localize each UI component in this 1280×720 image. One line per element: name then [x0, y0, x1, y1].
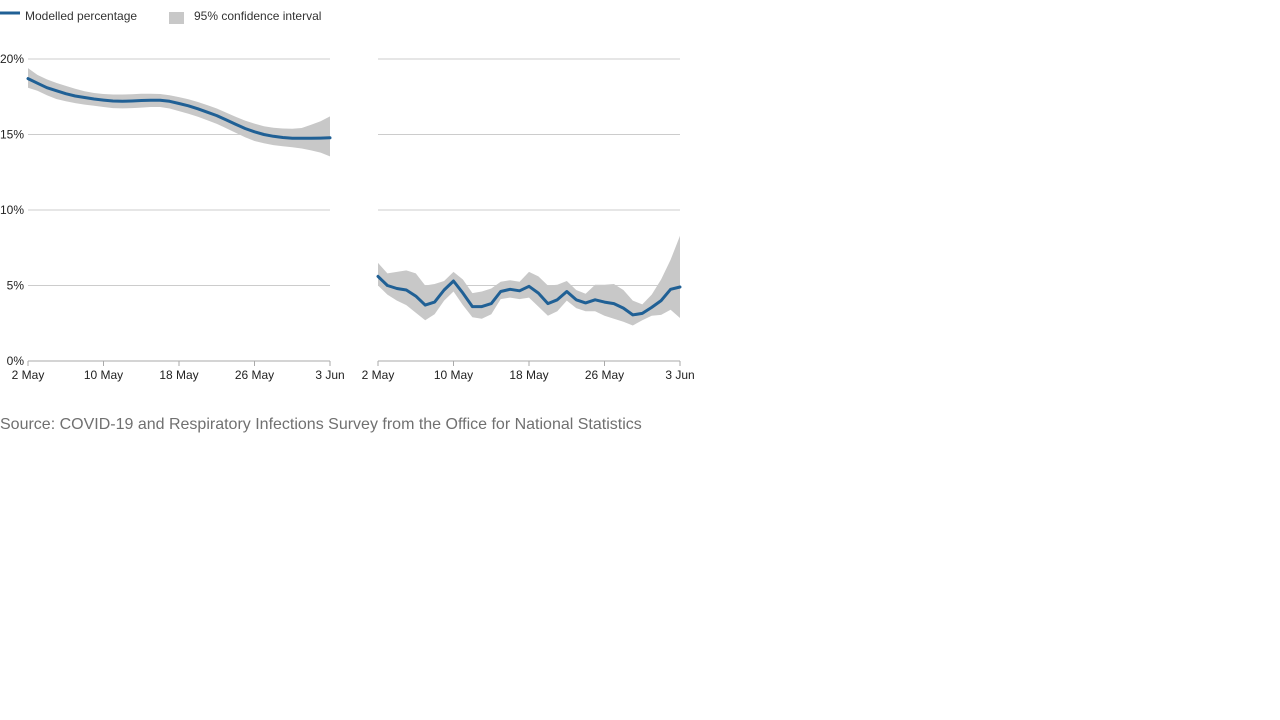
modelled-percentage-line: [26, 77, 332, 140]
x-tick-label: 18 May: [159, 368, 198, 382]
x-tick-label: 3 Jun: [315, 368, 344, 382]
legend-band-swatch: [169, 12, 184, 24]
x-tick-label: 10 May: [84, 368, 123, 382]
chart-panel-right: 2 May 10 May 18 May 26 May 3 Jun: [362, 58, 695, 382]
confidence-interval-band: [378, 235, 680, 326]
x-tick-label: 18 May: [509, 368, 548, 382]
source-note: Source: COVID-19 and Respiratory Infecti…: [0, 416, 642, 433]
y-tick-label: 0%: [7, 354, 25, 368]
chart-panel-left: 0% 5% 10% 15% 20% 2 May 10 May 18 May 26 May 3 Ju…: [0, 52, 345, 382]
y-tick-label: 20%: [0, 52, 24, 66]
y-tick-label: 5%: [7, 279, 25, 293]
x-tick-label: 3 Jun: [665, 368, 694, 382]
x-tick-label: 26 May: [235, 368, 274, 382]
x-tick-label: 26 May: [585, 368, 624, 382]
confidence-interval-band: [28, 68, 330, 157]
y-tick-label: 15%: [0, 128, 24, 142]
legend-band-label: 95% confidence interval: [194, 9, 321, 23]
x-tick-label: 2 May: [362, 368, 395, 382]
legend: Modelled percentage 95% confidence inter…: [0, 9, 321, 24]
x-tick-label: 2 May: [12, 368, 45, 382]
legend-line-label: Modelled percentage: [25, 9, 137, 23]
y-tick-label: 10%: [0, 203, 24, 217]
x-tick-label: 10 May: [434, 368, 473, 382]
modelled-percentage-line: [376, 274, 682, 317]
